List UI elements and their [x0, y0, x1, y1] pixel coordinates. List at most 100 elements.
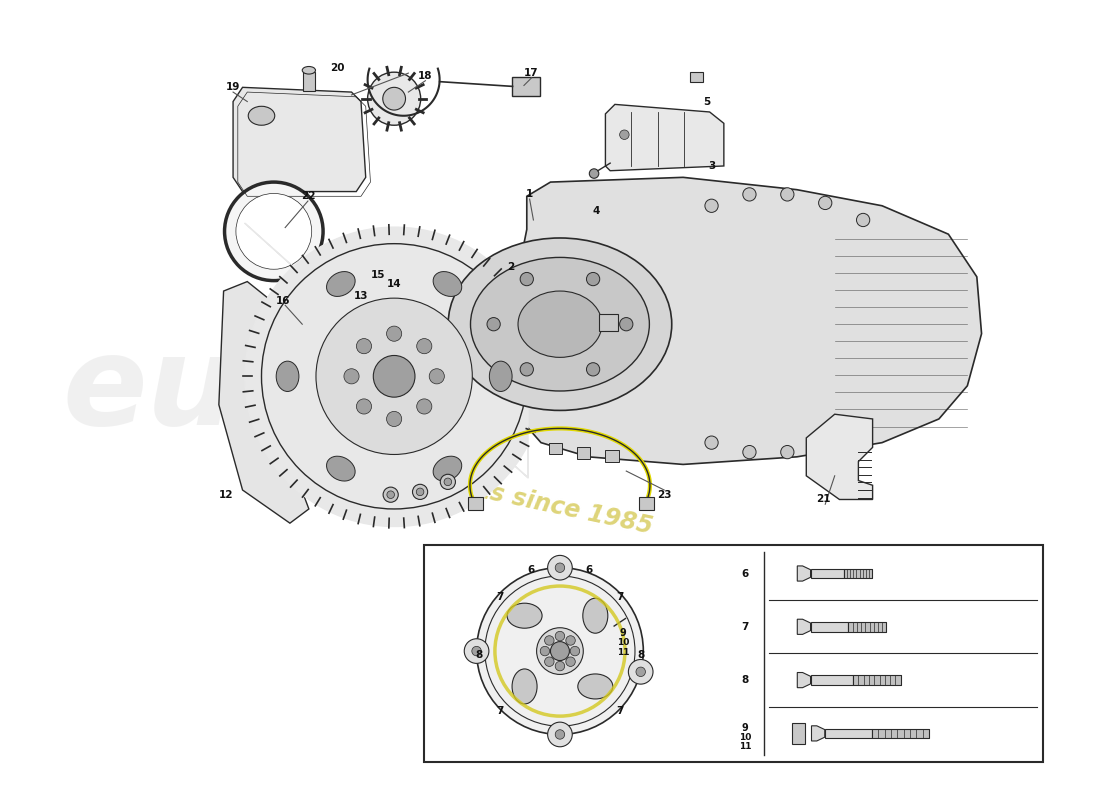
Circle shape	[636, 667, 646, 677]
Text: 19: 19	[226, 82, 240, 92]
FancyBboxPatch shape	[424, 545, 1043, 762]
Circle shape	[387, 491, 395, 498]
Circle shape	[781, 188, 794, 201]
FancyBboxPatch shape	[598, 314, 618, 331]
FancyBboxPatch shape	[578, 447, 591, 458]
Circle shape	[472, 646, 482, 656]
FancyBboxPatch shape	[848, 622, 887, 631]
Ellipse shape	[302, 66, 316, 74]
Circle shape	[476, 568, 644, 734]
FancyBboxPatch shape	[690, 72, 703, 82]
Circle shape	[386, 411, 402, 426]
Circle shape	[417, 338, 432, 354]
Circle shape	[416, 488, 424, 496]
Ellipse shape	[490, 361, 513, 391]
Circle shape	[586, 273, 600, 286]
FancyBboxPatch shape	[825, 729, 872, 738]
Text: a passion for parts since 1985: a passion for parts since 1985	[256, 432, 656, 539]
Ellipse shape	[249, 106, 275, 126]
Circle shape	[386, 326, 402, 342]
Circle shape	[262, 244, 527, 509]
Circle shape	[556, 631, 564, 641]
Circle shape	[540, 646, 550, 656]
Circle shape	[383, 87, 406, 110]
Ellipse shape	[516, 280, 584, 365]
Circle shape	[565, 636, 575, 646]
Ellipse shape	[583, 598, 608, 634]
Circle shape	[556, 662, 564, 671]
Circle shape	[544, 657, 554, 666]
Text: 22: 22	[300, 191, 316, 202]
FancyBboxPatch shape	[844, 569, 872, 578]
Text: 9: 9	[620, 628, 627, 638]
Circle shape	[857, 214, 870, 226]
Circle shape	[356, 399, 372, 414]
Ellipse shape	[327, 456, 355, 481]
Circle shape	[619, 130, 629, 139]
Text: 8: 8	[637, 650, 645, 660]
Circle shape	[464, 638, 488, 663]
Circle shape	[742, 188, 756, 201]
Circle shape	[590, 169, 598, 178]
Text: 7: 7	[496, 592, 504, 602]
Circle shape	[440, 474, 455, 490]
Circle shape	[586, 362, 600, 376]
Ellipse shape	[578, 674, 613, 699]
Text: 23: 23	[657, 490, 671, 500]
Ellipse shape	[327, 271, 355, 297]
Polygon shape	[513, 178, 981, 465]
Text: 11: 11	[617, 648, 629, 658]
Circle shape	[417, 399, 432, 414]
Ellipse shape	[525, 289, 576, 355]
Circle shape	[556, 563, 564, 573]
Circle shape	[487, 318, 500, 331]
Text: 11: 11	[739, 742, 751, 751]
Ellipse shape	[276, 361, 299, 391]
Circle shape	[857, 422, 870, 435]
Polygon shape	[233, 87, 365, 191]
Circle shape	[619, 318, 632, 331]
Circle shape	[556, 730, 564, 739]
Text: 6: 6	[527, 566, 535, 575]
Circle shape	[818, 438, 832, 451]
Text: 6: 6	[741, 569, 749, 578]
Ellipse shape	[448, 238, 672, 410]
Circle shape	[537, 628, 583, 674]
Text: 21: 21	[816, 494, 831, 505]
Circle shape	[544, 636, 554, 646]
Circle shape	[548, 555, 572, 580]
Ellipse shape	[507, 603, 542, 628]
Circle shape	[344, 369, 359, 384]
Circle shape	[444, 478, 452, 486]
Circle shape	[316, 298, 472, 454]
Text: europarts: europarts	[63, 330, 754, 451]
Text: 2: 2	[507, 262, 515, 272]
Text: 8: 8	[741, 675, 749, 685]
Text: 7: 7	[616, 706, 624, 716]
Circle shape	[628, 659, 653, 684]
Circle shape	[412, 484, 428, 499]
Ellipse shape	[471, 258, 649, 391]
Ellipse shape	[513, 669, 537, 704]
Text: 9: 9	[741, 722, 748, 733]
Circle shape	[705, 199, 718, 213]
Circle shape	[520, 273, 534, 286]
Circle shape	[742, 446, 756, 458]
Circle shape	[570, 646, 580, 656]
Text: 7: 7	[496, 706, 504, 716]
Text: 3: 3	[708, 161, 715, 171]
FancyBboxPatch shape	[512, 77, 540, 96]
Polygon shape	[806, 414, 872, 499]
Ellipse shape	[433, 456, 462, 481]
FancyBboxPatch shape	[639, 497, 654, 510]
FancyBboxPatch shape	[854, 675, 901, 685]
FancyBboxPatch shape	[872, 729, 930, 738]
Text: 6: 6	[585, 566, 593, 575]
Text: 18: 18	[418, 71, 432, 81]
Circle shape	[367, 72, 420, 126]
Text: 16: 16	[276, 295, 290, 306]
Polygon shape	[219, 282, 309, 523]
Circle shape	[224, 182, 323, 281]
FancyBboxPatch shape	[605, 450, 618, 462]
Text: 4: 4	[592, 206, 600, 215]
